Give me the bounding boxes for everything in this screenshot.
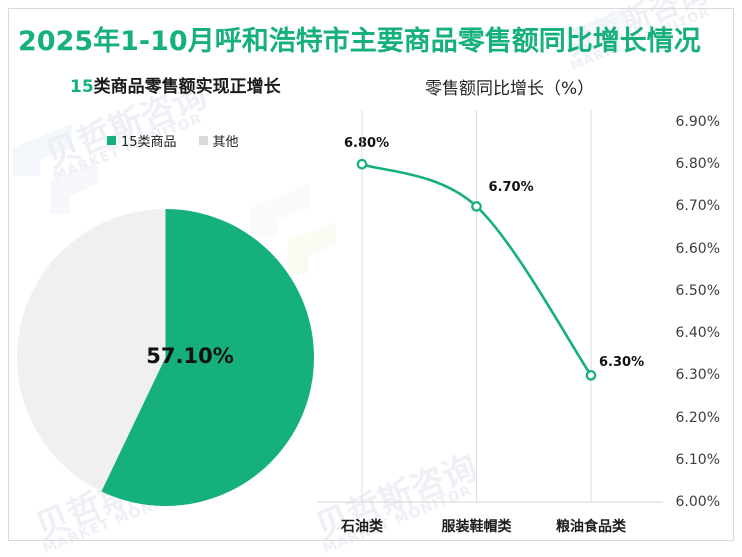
data-point-label: 6.30%: [599, 355, 645, 371]
data-point-label: 6.80%: [344, 136, 390, 152]
y-axis-tick-label: 6.90%: [675, 114, 720, 130]
legend-item-15-categories[interactable]: 15类商品: [107, 131, 177, 150]
y-axis-tick-label: 6.20%: [675, 409, 720, 426]
data-point-marker[interactable]: [585, 370, 597, 381]
x-axis-tick-label: 粮油食品类: [556, 519, 626, 535]
pie-slice-other[interactable]: [16, 208, 166, 492]
data-point-label: 6.70%: [488, 180, 534, 196]
legend-swatch-icon-green: [107, 136, 116, 145]
pie-subtitle-rest: 类商品零售额实现正增长: [93, 77, 281, 97]
y-axis-tick-label: 6.30%: [675, 367, 720, 384]
pie-legend: 15类商品 其他: [107, 131, 239, 150]
pie-chart: [16, 208, 314, 507]
legend-swatch-icon-gray: [198, 136, 208, 145]
y-axis-tick-label: 6.10%: [675, 451, 720, 468]
page-title: 2025年1-10月呼和浩特市主要商品零售额同比增长情况: [18, 26, 701, 57]
data-point-marker[interactable]: [471, 201, 482, 212]
pie-subtitle-highlight: 15: [70, 77, 94, 97]
y-axis-tick-label: 6.60%: [675, 240, 720, 257]
legend-label-gray: 其他: [212, 135, 239, 150]
line-series-path: [360, 162, 593, 377]
y-axis-tick-label: 6.00%: [675, 494, 720, 510]
legend-label-green: 15类商品: [121, 135, 177, 150]
y-axis-tick-label: 6.70%: [675, 198, 720, 215]
pie-chart-subtitle: 15类商品零售额实现正增长: [70, 72, 281, 97]
y-axis-tick-label: 6.40%: [675, 325, 720, 342]
line-chart-plot-svg: [318, 110, 663, 503]
line-chart: 6.90% 6.80% 6.70% 6.60% 6.50% 6.40% 6.30% 6.20%…: [318, 100, 728, 535]
pie-value-label: 57.10%: [146, 344, 234, 368]
x-axis-tick-label: 服装鞋帽类: [441, 519, 512, 535]
data-point-marker[interactable]: [356, 158, 368, 170]
y-axis-tick-label: 6.50%: [675, 282, 720, 299]
legend-item-other[interactable]: 其他: [198, 131, 239, 150]
x-axis-tick-label: 石油类: [341, 519, 383, 535]
y-axis-tick-label: 6.80%: [675, 156, 720, 173]
pie-chart-svg: [16, 208, 314, 507]
line-chart-subtitle: 零售额同比增长（%）: [425, 79, 595, 99]
pie-slice-15-categories[interactable]: [101, 209, 314, 507]
